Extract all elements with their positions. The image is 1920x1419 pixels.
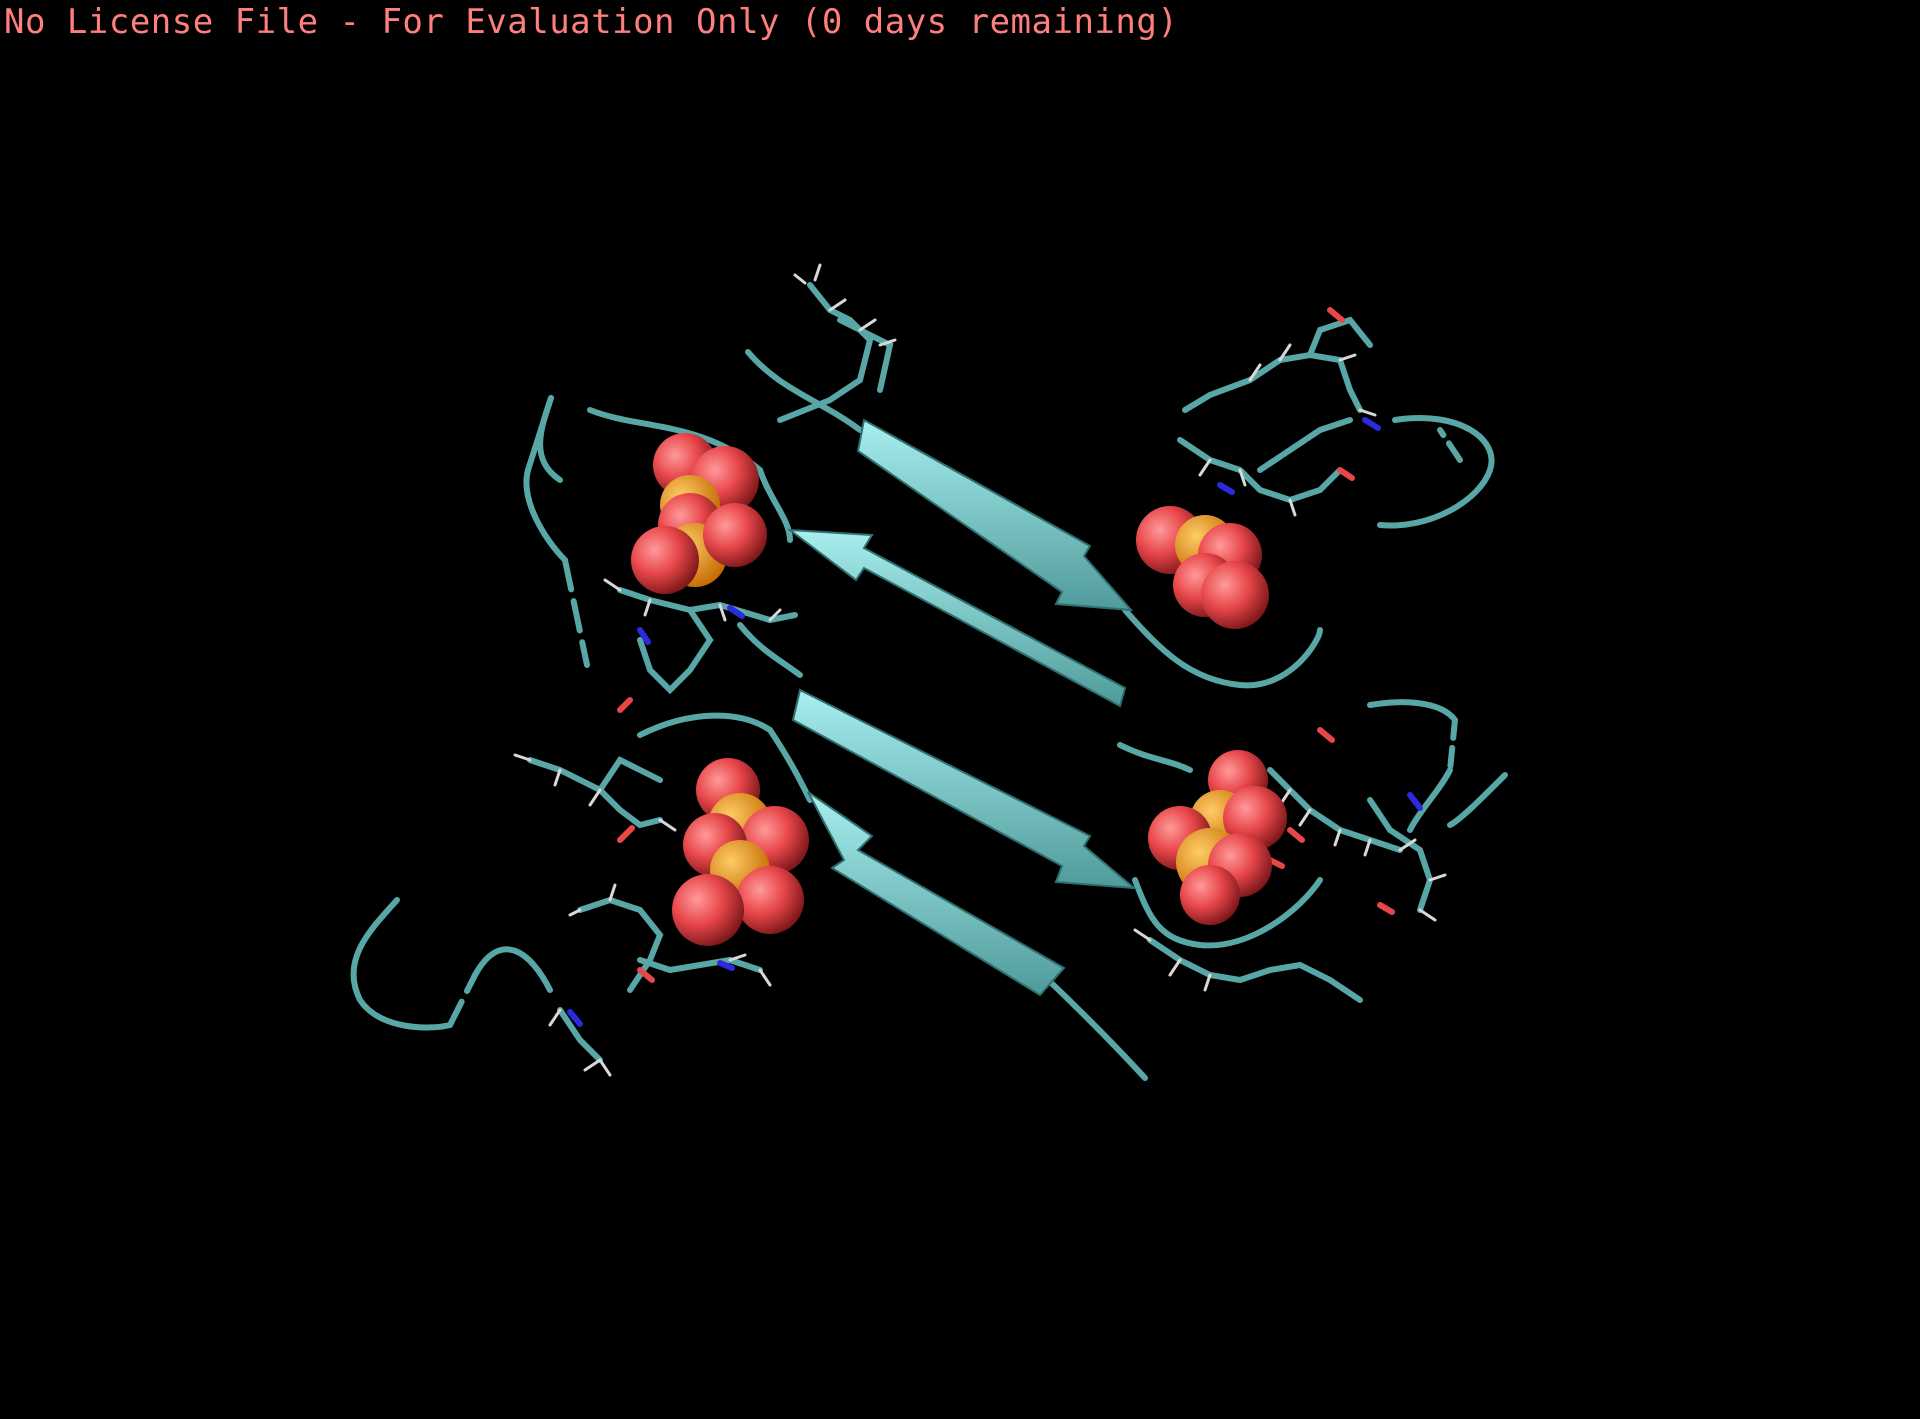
license-warning-banner: No License File - For Evaluation Only (0… (4, 2, 1179, 42)
phosphate-group-upper-left (631, 433, 767, 594)
hydrogen-atoms (513, 263, 1447, 1077)
coil-loops (350, 349, 1508, 1081)
phosphate-group-lower-left (672, 758, 809, 946)
phosphate-group-upper-right (1136, 506, 1269, 629)
beta-strand-3 (791, 688, 1138, 890)
beta-strand-2 (786, 528, 1127, 708)
heteroatoms (567, 307, 1423, 1027)
phosphate-group-lower-right (1148, 750, 1287, 925)
beta-sheet (786, 418, 1138, 997)
beta-strand-1 (856, 418, 1134, 612)
beta-strand-4 (807, 791, 1066, 997)
